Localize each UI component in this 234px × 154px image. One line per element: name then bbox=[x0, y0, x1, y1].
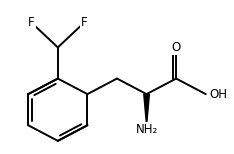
Polygon shape bbox=[144, 94, 149, 125]
Text: O: O bbox=[172, 41, 181, 54]
Text: F: F bbox=[81, 16, 88, 29]
Text: OH: OH bbox=[209, 88, 227, 101]
Text: NH₂: NH₂ bbox=[135, 124, 158, 136]
Text: F: F bbox=[28, 16, 35, 29]
